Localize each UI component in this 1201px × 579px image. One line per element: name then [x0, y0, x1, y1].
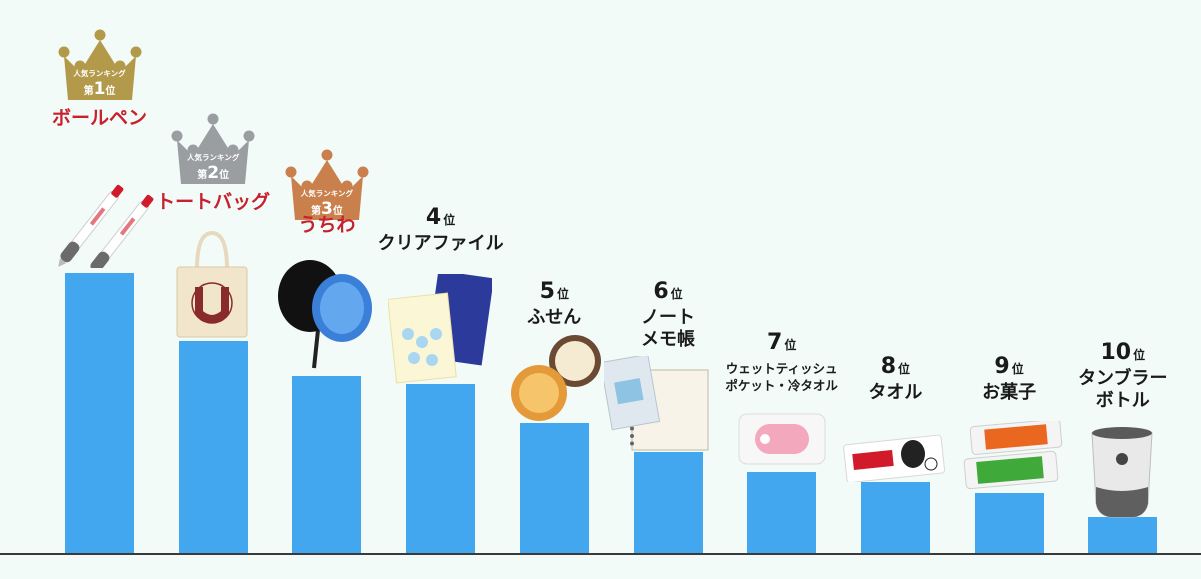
name-line: クリアファイル: [377, 233, 504, 254]
wet-tissue-icon: [737, 410, 827, 470]
rank-suffix: 位: [898, 362, 911, 376]
name-line: ノート: [641, 307, 695, 328]
tote-bag-icon: [175, 229, 249, 343]
x-axis-baseline: [0, 553, 1201, 555]
product-name-rank-9: お菓子: [934, 382, 1084, 404]
rank-suffix: 位: [443, 213, 456, 227]
rank-number: 10: [1100, 340, 1132, 365]
rank-suffix: 位: [784, 338, 797, 352]
snack-box-icon: [963, 418, 1062, 490]
paper-fan-icon: [278, 260, 373, 369]
name-line: お菓子: [982, 382, 1037, 403]
tote-bag-icon: [176, 230, 248, 338]
product-name-rank-8: タオル: [820, 382, 970, 404]
product-name-rank-10: タンブラー ボトル: [1048, 368, 1198, 412]
crown-shape: [171, 113, 255, 184]
crown-rank-text: 第3位: [310, 199, 343, 219]
crown-rank-text: 第1位: [83, 79, 116, 99]
rank-number: 8: [880, 354, 897, 379]
rank-number: 9: [994, 354, 1010, 379]
name-line: ポケット・冷タオル: [725, 378, 838, 393]
tumbler-icon: [1091, 427, 1153, 518]
product-name-rank-2: トートバッグ: [156, 191, 271, 213]
rank-suffix: 位: [670, 287, 683, 301]
crown-shape: [58, 29, 141, 100]
crown-caption: 人気ランキング: [300, 189, 354, 198]
bar-rank-5: [519, 423, 589, 553]
snack-box-icon: [963, 418, 1063, 495]
rank-number: 5: [539, 279, 555, 304]
bar-rank-7: [747, 472, 817, 553]
bar-rank-6: [633, 452, 703, 553]
towel-icon: [843, 426, 947, 486]
rank-number: 6: [653, 279, 669, 304]
bar-rank-3: [292, 376, 362, 553]
clear-file-icon: [387, 270, 494, 384]
name-line: タンブラー: [1078, 368, 1168, 389]
tumbler-icon: [1086, 425, 1158, 523]
product-name-rank-4: クリアファイル: [366, 233, 516, 255]
towel-icon: [843, 434, 945, 484]
product-name-rank-1: ボールペン: [51, 107, 147, 129]
name-line: ボトル: [1095, 390, 1150, 411]
name-line: タオル: [868, 382, 923, 403]
wet-tissue-icon: [738, 413, 826, 465]
crown-caption: 人気ランキング: [73, 69, 126, 78]
ballpoint-pen-icon: [58, 184, 154, 277]
product-name-rank-6: ノート メモ帳: [593, 307, 743, 351]
rank-number: 4: [425, 205, 442, 230]
notebook-icon: [599, 353, 708, 451]
rank-suffix: 位: [1133, 348, 1146, 362]
product-name-rank-3: うちわ: [298, 214, 356, 236]
bar-rank-1: [65, 273, 134, 553]
bar-rank-4: [406, 384, 476, 553]
clear-file-icon: [387, 270, 494, 388]
bar-rank-10: [1088, 517, 1158, 553]
product-name-rank-7: ウェットティッシュ ポケット・冷タオル: [707, 360, 857, 394]
rank-suffix: 位: [1011, 362, 1024, 376]
rank-suffix: 位: [556, 287, 569, 301]
name-line: ウェットティッシュ: [725, 361, 838, 376]
name-line: メモ帳: [641, 329, 695, 350]
bar-rank-2: [178, 341, 248, 553]
notebook-icon: [599, 353, 714, 456]
bar-rank-9: [974, 493, 1044, 553]
crown-icon-rank-3: 人気ランキング 第3位: [285, 148, 369, 223]
crown-rank-text: 第2位: [197, 163, 230, 183]
sticky-note-icon: [509, 331, 609, 431]
paper-fan-icon: [278, 258, 374, 374]
crown-shape: [285, 149, 369, 220]
name-line: ふせん: [527, 307, 582, 328]
bar-rank-8: [860, 482, 930, 553]
product-name-rank-5: ふせん: [479, 307, 629, 329]
rank-label-10: 10 位: [1063, 340, 1183, 365]
crown-caption: 人気ランキング: [187, 153, 240, 162]
sticky-note-icon: [510, 335, 601, 421]
ballpoint-pen-icon: [51, 158, 161, 277]
crown-icon-rank-2: 人気ランキング 第2位: [171, 112, 255, 187]
crown-icon-rank-1: 人気ランキング 第1位: [58, 28, 142, 103]
rank-number: 7: [767, 330, 783, 355]
